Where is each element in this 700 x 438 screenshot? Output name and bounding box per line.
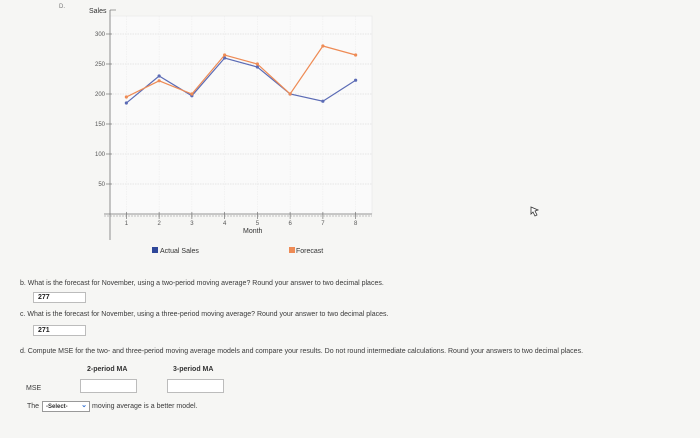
data-point-forecast: [124, 95, 128, 99]
question-b: b. What is the forecast for November, us…: [20, 280, 384, 287]
question-d: d. Compute MSE for the two- and three-pe…: [20, 348, 584, 355]
legend-swatch-forecast: [289, 247, 295, 253]
legend-label-forecast: Forecast: [296, 248, 323, 255]
data-point-actual: [321, 99, 325, 103]
data-point-actual: [255, 65, 259, 69]
x-tick-label: 4: [223, 221, 227, 227]
plot-area: [109, 15, 373, 215]
chevron-down-icon: ⌄: [81, 402, 87, 409]
y-tick-label: 50: [98, 182, 105, 188]
data-point-forecast: [288, 92, 292, 96]
data-point-actual: [124, 101, 128, 105]
data-point-forecast: [255, 62, 259, 66]
x-tick-label: 1: [125, 221, 129, 227]
series-line-actual: [125, 57, 356, 104]
mouse-pointer-icon: [530, 206, 540, 217]
legend-label-actual: Actual Sales: [160, 248, 199, 255]
x-tick-label: 6: [288, 221, 292, 227]
sales-chart: D. Sales 50 100 150 200 250 300 1 2 3 4 5 6 7 8 Month…: [59, 4, 373, 255]
mse-row-label: MSE: [26, 385, 42, 392]
mse-2-period-input[interactable]: [80, 379, 137, 393]
y-tick-label: 250: [95, 62, 106, 68]
x-axis-label: Month: [243, 228, 263, 235]
data-point-actual: [354, 78, 358, 82]
top-label: D.: [59, 4, 65, 10]
answer-b-field[interactable]: 277: [33, 292, 86, 303]
series-layer: [124, 44, 358, 105]
col-header-2-period: 2-period MA: [87, 366, 128, 373]
data-point-forecast: [223, 53, 227, 57]
y-tick-label: 200: [95, 92, 106, 98]
axes: 50 100 150 200 250 300 1 2 3 4 5 6 7 8: [95, 9, 372, 240]
data-point-forecast: [157, 79, 161, 83]
data-point-actual: [223, 56, 227, 60]
question-c: c. What is the forecast for November, us…: [20, 311, 389, 318]
col-header-3-period: 3-period MA: [173, 366, 214, 373]
sentence-prefix: The: [27, 403, 40, 410]
x-tick-label: 7: [321, 221, 325, 227]
data-point-forecast: [321, 44, 325, 48]
series-line-forecast: [126, 45, 356, 98]
data-point-actual: [157, 74, 161, 78]
x-tick-label: 2: [157, 221, 161, 227]
data-point-forecast: [354, 53, 358, 57]
legend-swatch-actual: [152, 247, 158, 253]
y-tick-label: 150: [95, 122, 106, 128]
x-tick-label: 5: [256, 221, 260, 227]
gridlines: [109, 15, 373, 215]
x-tick-label: 3: [190, 221, 194, 227]
select-value: -Select-: [46, 404, 68, 410]
y-tick-label: 100: [95, 152, 106, 158]
sentence-suffix: moving average is a better model.: [92, 403, 198, 410]
data-point-forecast: [190, 92, 194, 96]
y-axis-label: Sales: [89, 8, 107, 15]
x-tick-label: 8: [354, 221, 358, 227]
answer-c-field[interactable]: 271: [33, 325, 86, 336]
better-model-select[interactable]: -Select- ⌄: [42, 401, 90, 412]
y-tick-label: 300: [95, 32, 106, 38]
mse-3-period-input[interactable]: [167, 379, 224, 393]
